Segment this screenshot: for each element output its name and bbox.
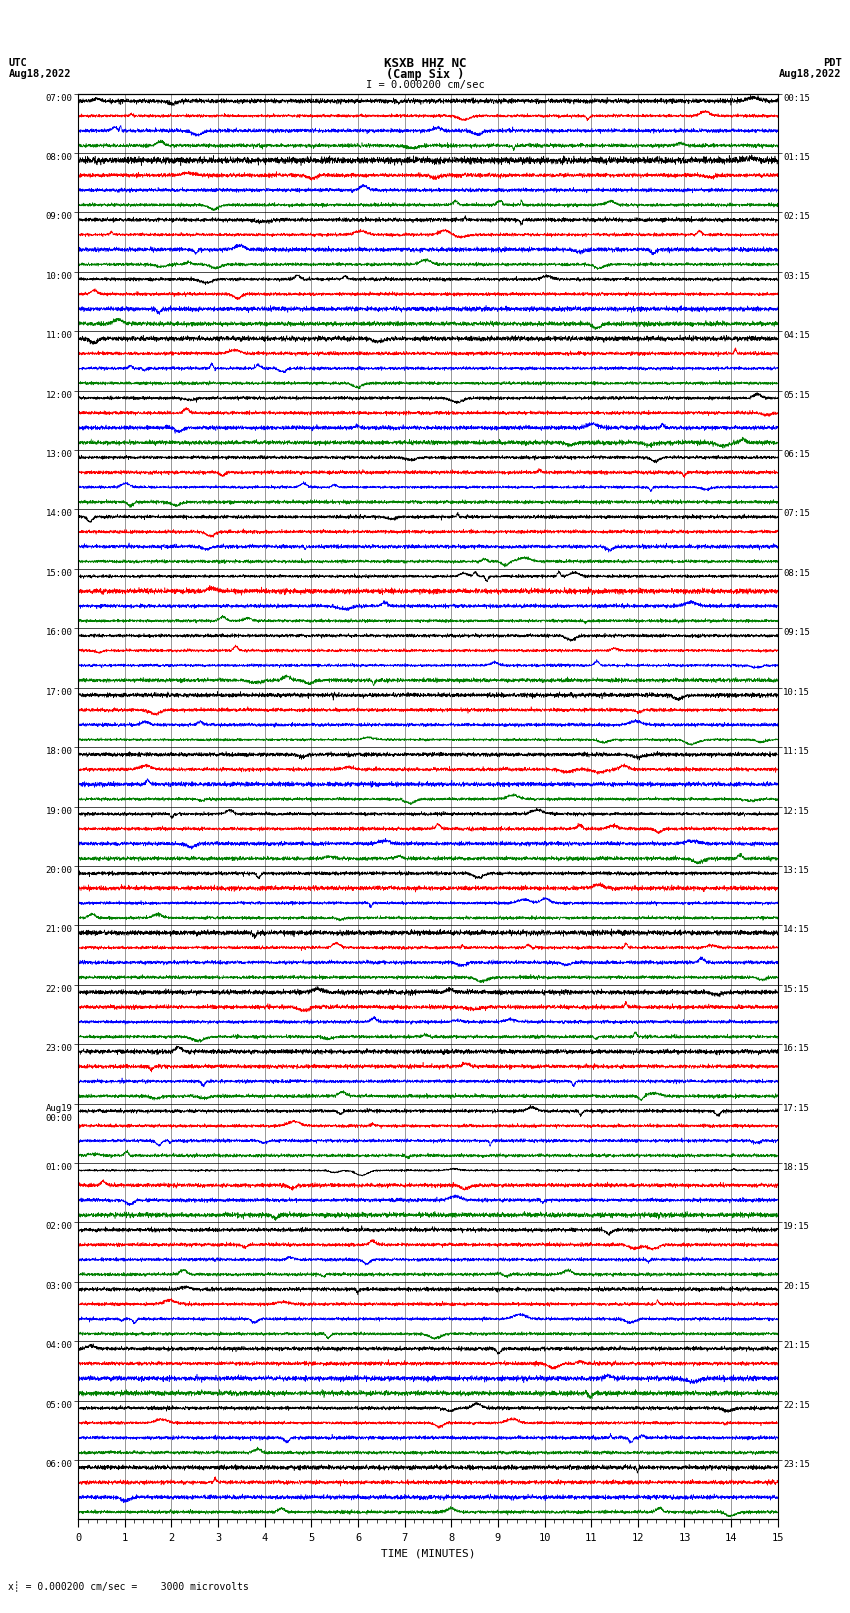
Text: x┊ = 0.000200 cm/sec =    3000 microvolts: x┊ = 0.000200 cm/sec = 3000 microvolts xyxy=(8,1581,249,1592)
Text: UTC: UTC xyxy=(8,58,27,68)
Text: I = 0.000200 cm/sec: I = 0.000200 cm/sec xyxy=(366,81,484,90)
Text: (Camp Six ): (Camp Six ) xyxy=(386,68,464,81)
Text: PDT: PDT xyxy=(823,58,842,68)
Text: KSXB HHZ NC: KSXB HHZ NC xyxy=(383,56,467,71)
Text: Aug18,2022: Aug18,2022 xyxy=(8,69,71,79)
X-axis label: TIME (MINUTES): TIME (MINUTES) xyxy=(381,1548,475,1558)
Text: Aug18,2022: Aug18,2022 xyxy=(779,69,842,79)
